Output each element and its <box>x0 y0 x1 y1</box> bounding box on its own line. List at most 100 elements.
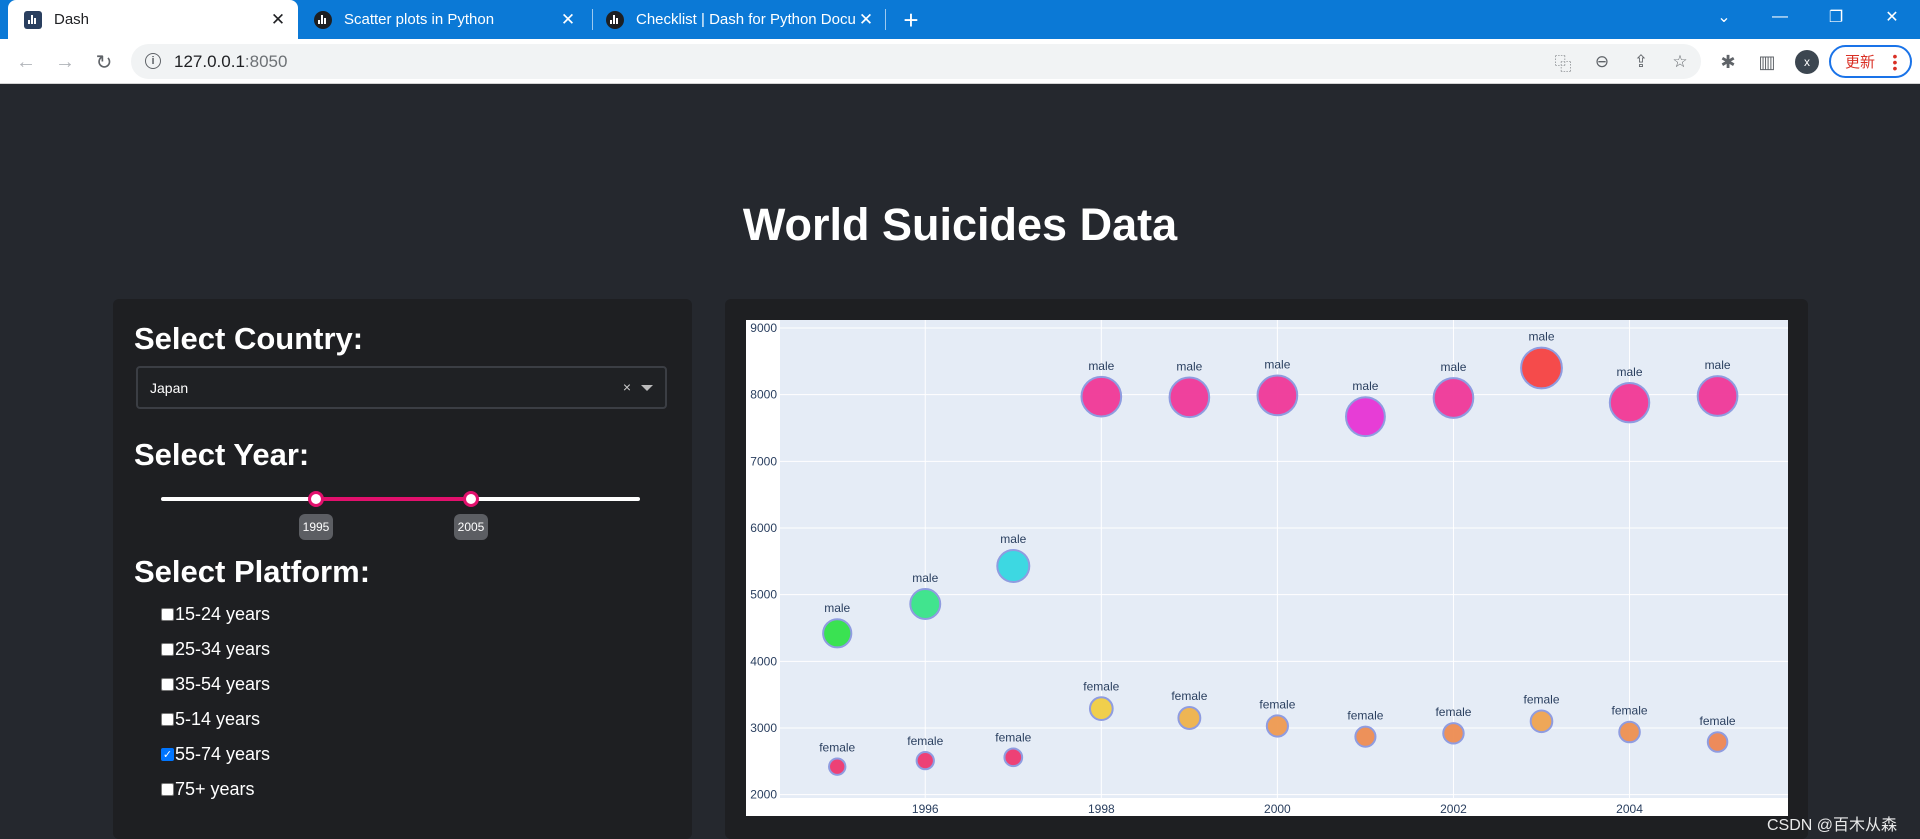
male-point-label: male <box>1352 379 1378 393</box>
more-menu-icon: • • • <box>1892 48 1898 76</box>
bookmark-star-icon[interactable]: ☆ <box>1672 52 1688 71</box>
close-tab-icon[interactable]: ✕ <box>270 9 286 29</box>
female-point <box>828 757 847 776</box>
reload-icon[interactable]: ↻ <box>95 51 113 74</box>
checkbox[interactable] <box>161 642 174 656</box>
female-point-label: female <box>1347 709 1383 723</box>
scatter-plot[interactable]: 1996 1998 2000 2002 2004 2000 3000 4000 5000 6000… <box>746 320 1788 816</box>
y-tick-label: 9000 <box>750 321 777 335</box>
tab-title: Checklist | Dash for Python Docu <box>636 11 856 28</box>
checklist-item[interactable]: 25-34 years <box>161 634 270 664</box>
tab-title: Dash <box>54 11 90 28</box>
checkbox-label: 75+ years <box>175 778 255 799</box>
dash-favicon-icon <box>24 10 42 29</box>
share-icon[interactable]: ⇪ <box>1633 52 1649 71</box>
clear-selection-icon[interactable]: × <box>622 379 631 395</box>
female-point-label: female <box>1435 705 1471 719</box>
female-point-label: female <box>1259 697 1295 711</box>
minimize-icon[interactable]: — <box>1772 8 1788 25</box>
male-point-label: male <box>1088 359 1114 373</box>
female-point <box>1003 747 1024 768</box>
female-point-label: female <box>907 734 943 748</box>
male-point <box>1344 396 1386 438</box>
checkbox-label: 5-14 years <box>175 708 261 729</box>
tab-dash[interactable]: Dash ✕ <box>8 0 298 39</box>
site-info-icon[interactable]: i <box>145 53 161 69</box>
checkbox-label: 25-34 years <box>175 638 271 659</box>
male-point-label: male <box>1000 532 1026 546</box>
side-panel-icon[interactable]: ▥ <box>1758 51 1776 72</box>
plotly-favicon-icon <box>314 10 332 29</box>
page-title: World Suicides Data <box>742 199 1178 250</box>
scatter-chart-svg: 1996 1998 2000 2002 2004 2000 3000 4000 5000 6000… <box>750 320 1788 816</box>
translate-icon[interactable]: ⿻ <box>1554 54 1572 74</box>
checkbox[interactable] <box>161 607 174 621</box>
checkbox-label: 35-54 years <box>175 673 271 694</box>
male-point <box>1432 377 1475 419</box>
profile-avatar[interactable]: x <box>1795 50 1819 74</box>
plotly-favicon-icon <box>606 10 624 29</box>
tab-separator <box>592 9 593 30</box>
slider-start-handle[interactable] <box>308 491 324 507</box>
female-point <box>1529 709 1554 734</box>
male-point <box>1608 381 1651 424</box>
female-point-label: female <box>1612 704 1648 718</box>
update-button[interactable]: 更新 • • • <box>1829 45 1912 78</box>
female-point <box>1442 722 1465 745</box>
female-point <box>915 751 935 771</box>
female-point-label: female <box>1171 689 1207 703</box>
zoom-out-icon[interactable]: ⊖ <box>1594 52 1610 71</box>
male-point <box>996 548 1031 584</box>
checkbox[interactable] <box>161 782 174 796</box>
female-point-label: female <box>1700 714 1736 728</box>
y-tick-label: 7000 <box>750 454 777 468</box>
y-tick-label: 4000 <box>750 654 777 668</box>
checkbox[interactable] <box>161 712 174 726</box>
female-point <box>1265 714 1289 738</box>
forward-arrow-icon[interactable]: → <box>55 50 75 73</box>
watermark: CSDN @百木从森 <box>1767 817 1898 834</box>
female-point <box>1618 720 1641 744</box>
url-port: :8050 <box>244 52 288 71</box>
female-point <box>1088 696 1114 722</box>
x-tick-label: 2004 <box>1616 802 1643 816</box>
y-tick-label: 5000 <box>750 588 777 602</box>
checklist-item[interactable]: 75+ years <box>161 774 255 804</box>
male-point <box>1520 346 1563 390</box>
male-point-label: male <box>1528 330 1554 344</box>
country-dropdown[interactable]: Japan × <box>136 366 667 409</box>
tab-separator <box>885 9 886 30</box>
year-range-slider[interactable]: 1995 2005 <box>161 486 640 540</box>
tab-search-chevron-icon[interactable]: ⌄ <box>1717 9 1731 26</box>
window-close-icon[interactable]: ✕ <box>1885 9 1899 26</box>
tab-title: Scatter plots in Python <box>344 11 495 28</box>
checkbox-checked[interactable]: ✓ <box>161 747 174 761</box>
slider-end-tooltip: 2005 <box>454 514 488 540</box>
checklist-item[interactable]: 35-54 years <box>161 669 270 699</box>
close-tab-icon[interactable]: ✕ <box>858 9 874 29</box>
slider-start-tooltip: 1995 <box>299 514 333 540</box>
tab-scatter-plots[interactable]: Scatter plots in Python ✕ <box>298 0 588 39</box>
new-tab-plus-icon[interactable]: + <box>903 4 919 35</box>
dash-app: World Suicides Data Select Country: Japa… <box>0 85 1920 839</box>
checkbox[interactable] <box>161 677 174 691</box>
male-point <box>1256 374 1299 417</box>
female-point-label: female <box>1083 679 1119 693</box>
slider-selected-track <box>316 497 471 501</box>
restore-icon[interactable]: ❐ <box>1828 9 1844 26</box>
male-point-label: male <box>1617 365 1643 379</box>
checkbox-label: 15-24 years <box>175 603 271 624</box>
close-tab-icon[interactable]: ✕ <box>560 9 576 29</box>
female-point-label: female <box>995 730 1031 744</box>
address-bar[interactable]: i 127.0.0.1:8050 ⿻ ⊖ ⇪ ☆ <box>131 44 1701 79</box>
checkbox-label: 55-74 years <box>175 743 271 764</box>
checklist-item[interactable]: ✓ 55-74 years <box>161 739 270 769</box>
male-point <box>822 618 853 649</box>
checklist-item[interactable]: 5-14 years <box>161 704 260 734</box>
checklist-item[interactable]: 15-24 years <box>161 599 270 629</box>
tab-checklist-docs[interactable]: Checklist | Dash for Python Docu ✕ <box>590 0 886 39</box>
extensions-puzzle-icon[interactable]: ✱ <box>1720 51 1736 72</box>
dropdown-caret-icon[interactable] <box>641 385 653 391</box>
slider-end-handle[interactable] <box>463 491 479 507</box>
back-arrow-icon[interactable]: ← <box>16 50 36 73</box>
